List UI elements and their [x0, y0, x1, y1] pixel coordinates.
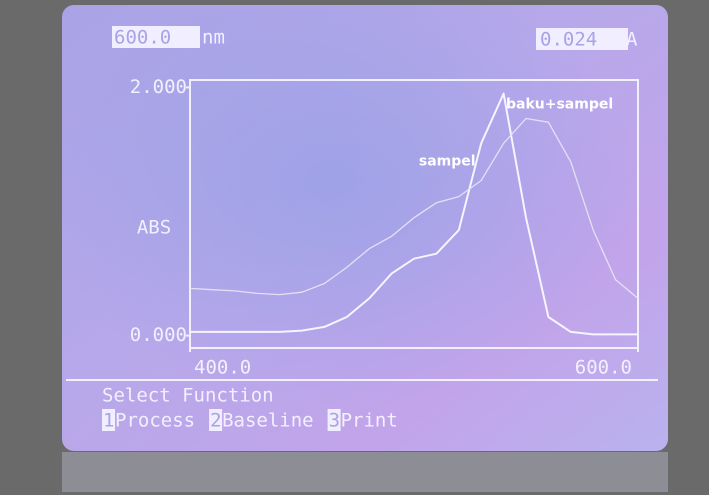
y-tick-label: 2.000: [130, 76, 187, 98]
y-tick-label: 0.000: [130, 324, 187, 346]
option-key: 3: [329, 410, 340, 432]
option-key-box: [102, 409, 115, 431]
menu-options: 1 Process 2 Baseline 3 Print: [102, 409, 398, 432]
wavelength-unit: nm: [202, 27, 225, 49]
series-label: baku+sampel: [506, 96, 613, 112]
absorbance: 0.024: [540, 29, 597, 51]
wavelength-highlight: [112, 26, 200, 48]
option-key: 1: [103, 410, 114, 432]
option-label: Process: [115, 410, 195, 432]
lower-panel: [62, 452, 668, 492]
absorbance-unit: A: [626, 29, 638, 51]
plot-frame: [189, 79, 639, 349]
menu-prompt: Select Function: [102, 385, 274, 407]
plot: 0.000 2.000 400.0 600.0 sampel baku+sampel: [130, 76, 639, 379]
x-tick-label: 600.0: [575, 357, 632, 379]
absorbance-highlight: [536, 28, 628, 50]
option-key: 2: [210, 410, 221, 432]
series-line: [189, 117, 639, 299]
option-label: Print: [341, 410, 398, 432]
lcd-glow: [62, 5, 668, 451]
option-key-box: [209, 409, 223, 431]
series-label: sampel: [419, 154, 476, 170]
wavelength: 600.0: [114, 27, 171, 49]
y-axis-label: ABS: [137, 217, 171, 239]
x-tick-label: 400.0: [194, 357, 251, 379]
option-key-box: [327, 409, 341, 431]
option-label: Baseline: [222, 410, 314, 432]
series-line: [190, 92, 638, 336]
